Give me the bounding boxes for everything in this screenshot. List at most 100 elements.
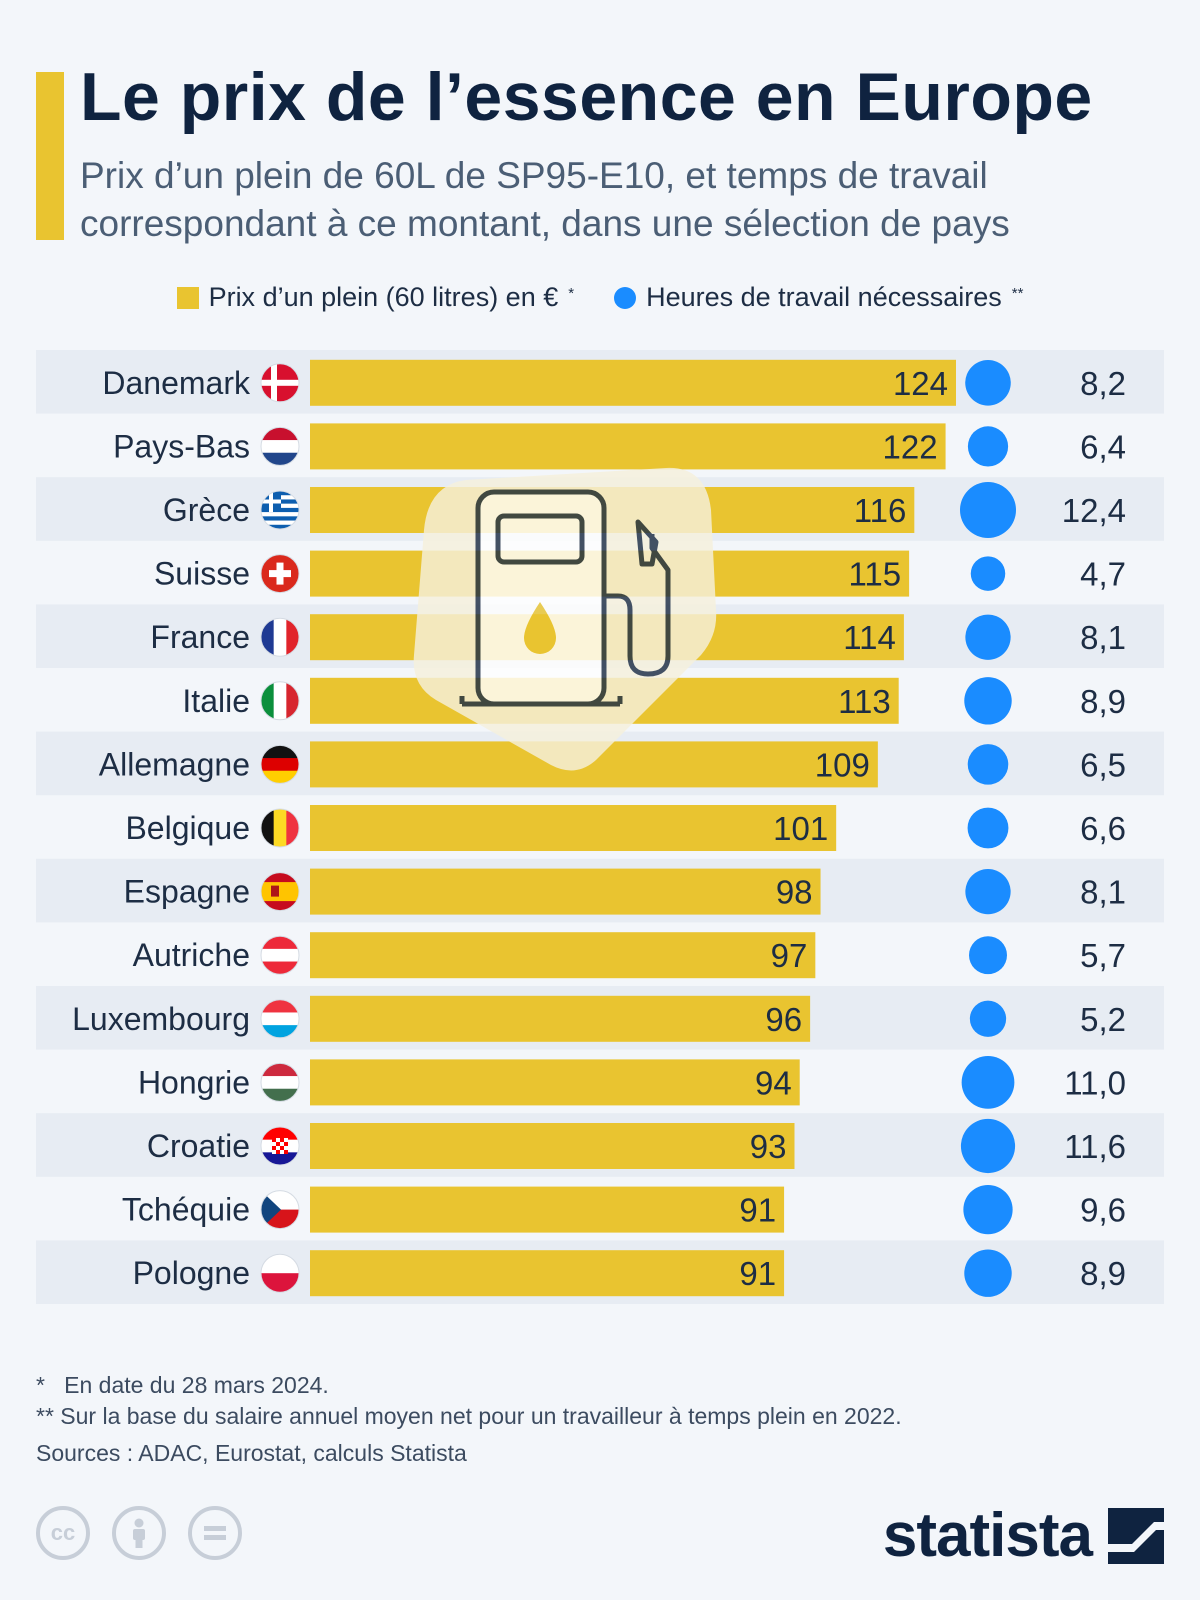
switzerland-flag-icon xyxy=(260,554,300,594)
creative-commons-label: cc xyxy=(50,1520,76,1545)
denmark-flag-icon xyxy=(260,363,300,403)
category-label: Espagne xyxy=(124,874,250,910)
hours-value-label: 5,2 xyxy=(1080,1001,1126,1038)
hours-value-label: 11,0 xyxy=(1064,1064,1126,1101)
legend-swatch-bar xyxy=(176,286,199,309)
category-label: Croatie xyxy=(147,1128,250,1164)
price-bar xyxy=(310,359,956,406)
hours-bubble xyxy=(960,482,1016,538)
france-flag-icon xyxy=(260,617,300,657)
bar-chart: Danemark 124 8,2 Pays-Bas 122 6,4 Grèce 116 12,4… xyxy=(36,350,1164,1304)
legend-mark-price: * xyxy=(568,285,575,302)
footnote-salary-text: Sur la base du salaire annuel moyen net … xyxy=(60,1403,902,1429)
price-bar xyxy=(310,614,904,661)
category-label: Grèce xyxy=(163,492,250,528)
hours-value-label: 12,4 xyxy=(1062,492,1126,529)
license-icons: cc xyxy=(36,1506,242,1560)
hours-bubble xyxy=(965,614,1011,660)
price-bar xyxy=(310,487,915,533)
price-bar xyxy=(310,550,910,597)
price-bar xyxy=(310,1123,795,1169)
chart-row: France 114 8,1 xyxy=(36,604,1164,668)
hours-value-label: 8,2 xyxy=(1080,365,1126,402)
germany-flag-icon xyxy=(260,744,300,784)
hours-bubble xyxy=(964,1249,1012,1297)
sources: Sources : ADAC, Eurostat, calculs Statis… xyxy=(36,1440,467,1466)
attribution-icon[interactable] xyxy=(112,1506,166,1560)
chart-row: Belgique 101 6,6 xyxy=(125,805,1126,851)
chart-row: Allemagne 109 6,5 xyxy=(36,731,1164,796)
category-label: Hongrie xyxy=(138,1064,250,1100)
no-derivatives-icon[interactable] xyxy=(188,1506,242,1560)
chart-row: Hongrie 94 11,0 xyxy=(138,1056,1126,1109)
statista-logo-text: statista xyxy=(882,1501,1093,1570)
statista-logo-mark-icon xyxy=(1108,1507,1164,1564)
price-value-label: 109 xyxy=(815,746,870,783)
price-value-label: 101 xyxy=(773,810,828,847)
title-accent-bar xyxy=(36,72,64,240)
category-label: Suisse xyxy=(154,556,250,592)
page-title: Le prix de l’essence en Europe xyxy=(80,59,1093,135)
hours-value-label: 9,6 xyxy=(1080,1192,1126,1229)
hours-value-label: 11,6 xyxy=(1064,1128,1126,1165)
poland-flag-icon xyxy=(260,1253,300,1293)
price-bar xyxy=(310,677,899,724)
creative-commons-icon[interactable]: cc xyxy=(36,1506,90,1560)
legend-label-hours: Heures de travail nécessaires xyxy=(646,282,1002,312)
footnote-date: * En date du 28 mars 2024. xyxy=(36,1370,1156,1401)
price-bar xyxy=(310,1059,800,1106)
price-bar xyxy=(310,932,816,979)
price-bar xyxy=(310,805,837,851)
category-label: Tchéquie xyxy=(122,1192,250,1228)
category-label: Pologne xyxy=(133,1255,250,1291)
hours-bubble xyxy=(965,360,1011,406)
italy-flag-icon xyxy=(260,681,300,721)
price-value-label: 122 xyxy=(883,428,938,465)
hours-bubble xyxy=(969,1000,1007,1037)
chart-legend: Prix d’un plein (60 litres) en € * Heures… xyxy=(0,282,1200,313)
category-label: Belgique xyxy=(125,810,250,846)
chart-row: Luxembourg 96 5,2 xyxy=(36,986,1164,1050)
footnote-salary: ** Sur la base du salaire annuel moyen n… xyxy=(36,1401,1156,1432)
croatia-flag-icon xyxy=(260,1126,300,1166)
category-label: Italie xyxy=(182,683,250,719)
price-bar xyxy=(310,741,878,788)
category-label: Danemark xyxy=(102,365,251,401)
hours-bubble xyxy=(967,426,1009,467)
price-bar xyxy=(310,1250,785,1297)
price-value-label: 96 xyxy=(765,1001,802,1038)
czechia-flag-icon xyxy=(260,1190,300,1230)
hours-bubble xyxy=(963,1184,1013,1235)
chart-row: Croatie 93 11,6 xyxy=(36,1113,1164,1177)
price-value-label: 93 xyxy=(750,1128,787,1165)
legend-swatch-bubble xyxy=(614,286,637,309)
page-subtitle: Prix d’un plein de 60L de SP95-E10, et t… xyxy=(80,155,1010,244)
hours-value-label: 8,1 xyxy=(1080,874,1126,911)
price-value-label: 91 xyxy=(739,1255,776,1292)
price-bar xyxy=(310,995,811,1042)
chart-row: Tchéquie 91 9,6 xyxy=(122,1184,1126,1235)
price-value-label: 115 xyxy=(848,556,901,593)
legend-item-hours: Heures de travail nécessaires ** xyxy=(614,282,1023,313)
chart-row: Italie 113 8,9 xyxy=(182,677,1126,725)
chart-row: Grèce 116 12,4 xyxy=(36,477,1164,541)
category-label: France xyxy=(150,619,250,655)
chart-row: Pays-Bas 122 6,4 xyxy=(113,423,1126,470)
chart-row: Pologne 91 8,9 xyxy=(36,1240,1164,1304)
price-value-label: 124 xyxy=(893,365,948,402)
person-icon xyxy=(133,1518,145,1548)
hours-bubble xyxy=(970,556,1006,591)
spain-flag-icon xyxy=(260,872,300,912)
hours-bubble xyxy=(960,1118,1016,1174)
footnotes: * En date du 28 mars 2024. ** Sur la bas… xyxy=(36,1370,1156,1469)
price-value-label: 97 xyxy=(771,937,808,974)
legend-item-price: Prix d’un plein (60 litres) en € * xyxy=(176,282,575,313)
category-label: Autriche xyxy=(133,937,250,973)
statista-logo[interactable]: statista xyxy=(883,1500,1164,1571)
price-bar xyxy=(310,868,821,915)
hours-value-label: 6,5 xyxy=(1080,746,1126,783)
price-value-label: 91 xyxy=(739,1192,776,1229)
luxembourg-flag-icon xyxy=(260,999,300,1039)
legend-mark-hours: ** xyxy=(1011,285,1024,302)
footnote-date-text: En date du 28 mars 2024. xyxy=(64,1372,329,1398)
